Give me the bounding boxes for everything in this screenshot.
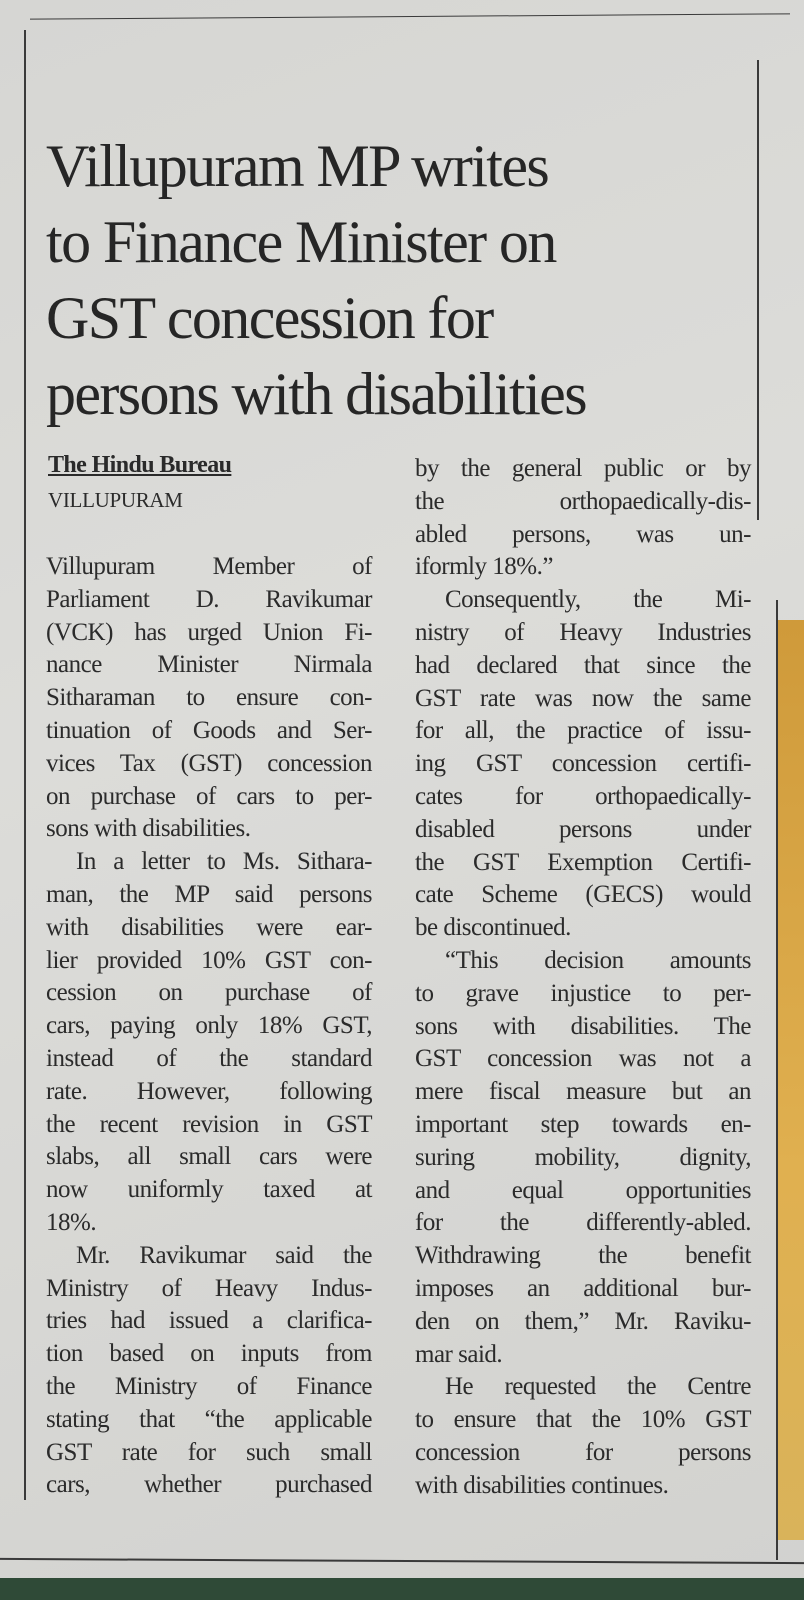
text-line: 18%. xyxy=(46,1208,97,1236)
text-line: had declared that since the xyxy=(415,651,752,679)
text-line: slabs, all small cars were xyxy=(46,1143,373,1171)
text-line: rate. However, following xyxy=(46,1077,373,1105)
paragraph: Consequently, the Mi-nistry of Heavy Ind… xyxy=(415,584,752,945)
text-line: disabled persons under xyxy=(415,815,752,843)
byline: The Hindu Bureau xyxy=(48,452,232,478)
text-line: mere fiscal measure but an xyxy=(415,1078,752,1106)
dateline: VILLUPURAM xyxy=(48,488,183,512)
text-line: vices Tax (GST) concession xyxy=(46,749,373,777)
text-line: to grave injustice to per- xyxy=(415,979,752,1007)
text-line: the orthopaedically-dis- xyxy=(415,487,752,515)
text-line: nistry of Heavy Industries xyxy=(415,618,752,646)
text-line: den on them,” Mr. Raviku- xyxy=(415,1307,752,1335)
text-line: abled persons, was un- xyxy=(415,520,752,548)
text-line: sons with disabilities. xyxy=(46,815,251,843)
headline-line: persons with disabilities xyxy=(46,361,588,428)
text-line: man, the MP said persons xyxy=(46,880,373,908)
text-line: important step towards en- xyxy=(415,1110,752,1138)
text-line: be discontinued. xyxy=(415,914,571,942)
text-line: to ensure that the 10% GST xyxy=(415,1406,752,1434)
text-line: lier provided 10% GST con- xyxy=(46,946,373,974)
text-line: cars, whether purchased xyxy=(46,1471,373,1499)
text-line: the Ministry of Finance xyxy=(46,1372,373,1400)
text-line: tion based on inputs from xyxy=(46,1340,373,1368)
text-line: instead of the standard xyxy=(46,1044,373,1072)
paragraph: In a letter to Ms. Sithara-man, the MP s… xyxy=(46,846,373,1240)
text-line: now uniformly taxed at xyxy=(46,1176,373,1204)
bottom-rule xyxy=(0,1557,804,1564)
text-line: by the general public or by xyxy=(415,455,752,482)
text-line: GST rate for such small xyxy=(46,1438,373,1466)
text-line: with disabilities were ear- xyxy=(46,913,373,941)
right-column-rule xyxy=(757,60,759,520)
text-line: suring mobility, dignity, xyxy=(415,1143,752,1171)
paragraph: “This decision amounts to grave injustice… xyxy=(415,945,752,1371)
text-line: iformly 18%.” xyxy=(415,553,553,581)
text-line: Sitharaman to ensure con- xyxy=(46,684,373,712)
adjacent-ad-edge xyxy=(778,620,804,1540)
text-line: (VCK) has urged Union Fi- xyxy=(46,618,373,646)
text-line: nance Minister Nirmala xyxy=(46,651,373,679)
text-line: cate Scheme (GECS) would xyxy=(415,881,752,909)
text-line: Consequently, the Mi- xyxy=(445,586,752,614)
text-line: for the differently-abled. xyxy=(415,1209,752,1237)
text-line: In a letter to Ms. Sithara- xyxy=(76,848,373,876)
text-line: Parliament D. Ravikumar xyxy=(46,585,373,613)
text-line: sons with disabilities. The xyxy=(415,1012,752,1040)
text-line: cates for orthopaedically- xyxy=(415,782,752,810)
text-line: cession on purchase of xyxy=(46,979,373,1007)
paragraph: by the general public or by the orthopaed… xyxy=(415,453,752,584)
text-line: GST rate was now the same xyxy=(415,684,752,712)
headline-line: to Finance Minister on xyxy=(46,209,557,276)
text-line: Withdrawing the benefit xyxy=(415,1242,752,1270)
text-line: ing GST concession certifi- xyxy=(415,750,752,778)
text-line: the GST Exemption Certifi- xyxy=(415,848,752,876)
text-line: Mr. Ravikumar said the xyxy=(76,1241,373,1269)
text-line: He requested the Centre xyxy=(445,1373,752,1401)
text-line: the recent revision in GST xyxy=(46,1110,373,1138)
text-line: tinuation of Goods and Ser- xyxy=(46,716,373,744)
adjacent-ad-band xyxy=(0,1578,804,1600)
right-column-rule-lower xyxy=(776,600,778,1560)
text-line: Villupuram Member of xyxy=(46,553,373,580)
top-rule xyxy=(30,13,790,20)
text-line: cars, paying only 18% GST, xyxy=(46,1012,373,1040)
text-line: mar said. xyxy=(415,1340,503,1368)
text-line: with disabilities continues. xyxy=(415,1471,669,1499)
paragraph: Mr. Ravikumar said the Ministry of Heavy … xyxy=(46,1240,373,1502)
paragraph: Villupuram Member of Parliament D. Raviku… xyxy=(46,551,373,846)
left-column-rule xyxy=(24,30,26,1500)
text-line: Ministry of Heavy Indus- xyxy=(46,1274,373,1302)
text-line: GST concession was not a xyxy=(415,1045,752,1073)
text-line: concession for persons xyxy=(415,1438,752,1466)
headline-line: GST concession for xyxy=(46,285,494,352)
text-line: tries had issued a clarifica- xyxy=(46,1307,373,1335)
text-line: imposes an additional bur- xyxy=(415,1274,752,1302)
text-line: for all, the practice of issu- xyxy=(415,717,752,745)
article-column-2: by the general public or by the orthopaed… xyxy=(415,453,752,1503)
headline: Villupuram MP writes to Finance Minister… xyxy=(46,128,766,432)
text-line: on purchase of cars to per- xyxy=(46,782,373,810)
text-line: “This decision amounts xyxy=(445,946,752,974)
text-line: and equal opportunities xyxy=(415,1176,752,1204)
paragraph: He requested the Centre to ensure that th… xyxy=(415,1371,752,1502)
headline-line: Villupuram MP writes xyxy=(46,133,550,200)
article-column-1: Villupuram Member of Parliament D. Raviku… xyxy=(46,551,373,1502)
text-line: stating that “the applicable xyxy=(46,1405,373,1433)
